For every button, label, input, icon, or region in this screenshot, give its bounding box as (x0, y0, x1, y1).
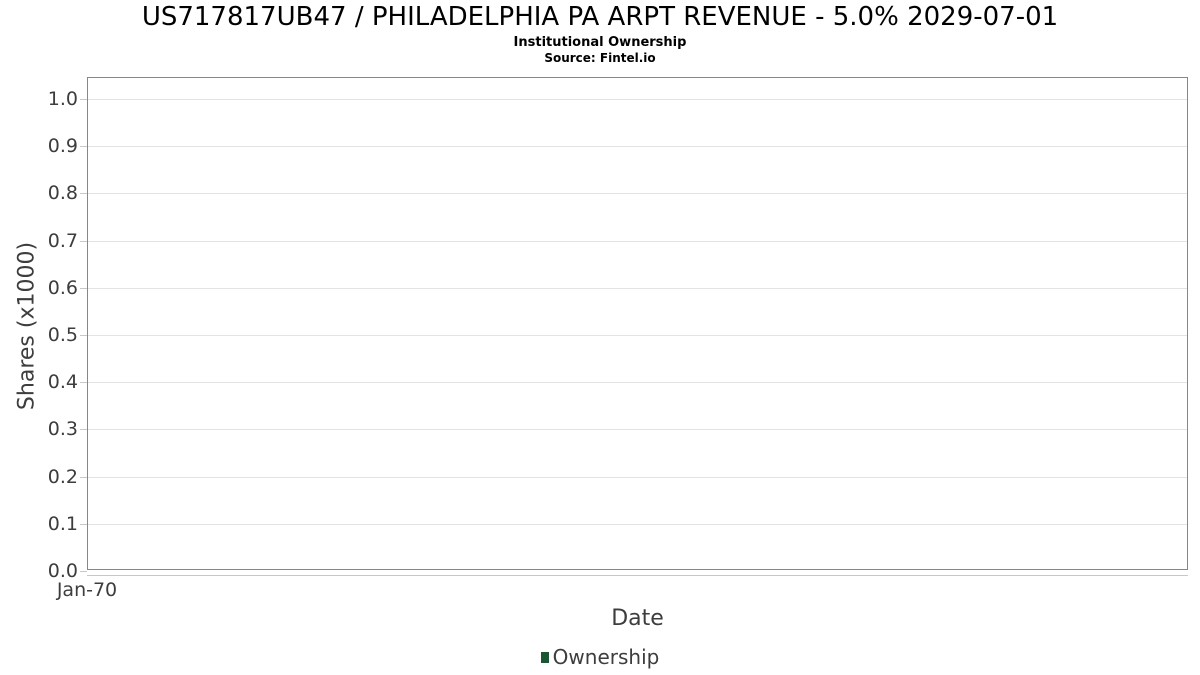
y-tick-mark (80, 99, 87, 100)
y-tick-label: 0.8 (47, 182, 78, 204)
gridline (88, 241, 1187, 242)
y-tick-mark (80, 477, 87, 478)
y-tick-label: 0.9 (47, 135, 78, 157)
x-axis-label: Date (611, 606, 664, 631)
y-tick-label: 0.7 (47, 230, 78, 252)
y-tick-mark (80, 429, 87, 430)
gridline (88, 382, 1187, 383)
x-axis-line (87, 575, 1188, 576)
gridline (88, 524, 1187, 525)
y-tick-label: 0.2 (47, 466, 78, 488)
y-tick-mark (80, 335, 87, 336)
y-tick-label: 0.0 (47, 560, 78, 582)
y-tick-mark (80, 571, 87, 572)
gridline (88, 288, 1187, 289)
y-tick-label: 0.4 (47, 371, 78, 393)
y-tick-mark (80, 193, 87, 194)
y-tick-mark (80, 288, 87, 289)
y-tick-mark (80, 146, 87, 147)
gridline (88, 429, 1187, 430)
legend: Ownership (0, 644, 1200, 670)
gridline (88, 335, 1187, 336)
x-axis-tick-label: Jan-70 (56, 579, 118, 601)
y-tick-mark (80, 524, 87, 525)
y-tick-label: 0.6 (47, 277, 78, 299)
y-tick-label: 0.5 (47, 324, 78, 346)
chart-title: US717817UB47 / PHILADELPHIA PA ARPT REVE… (141, 2, 1059, 32)
plot-area (87, 77, 1188, 570)
y-tick-label: 0.3 (47, 418, 78, 440)
chart-subtitle: Institutional Ownership (513, 35, 687, 50)
y-tick-mark (80, 382, 87, 383)
legend-ownership-swatch (540, 651, 549, 663)
y-tick-mark (80, 241, 87, 242)
gridline (88, 99, 1187, 100)
legend-ownership-label: Ownership (552, 645, 660, 669)
gridline (88, 193, 1187, 194)
gridline (88, 477, 1187, 478)
y-tick-label: 1.0 (47, 88, 78, 110)
chart-source: Source: Fintel.io (544, 51, 656, 65)
gridline (88, 146, 1187, 147)
y-tick-label: 0.1 (47, 513, 78, 535)
